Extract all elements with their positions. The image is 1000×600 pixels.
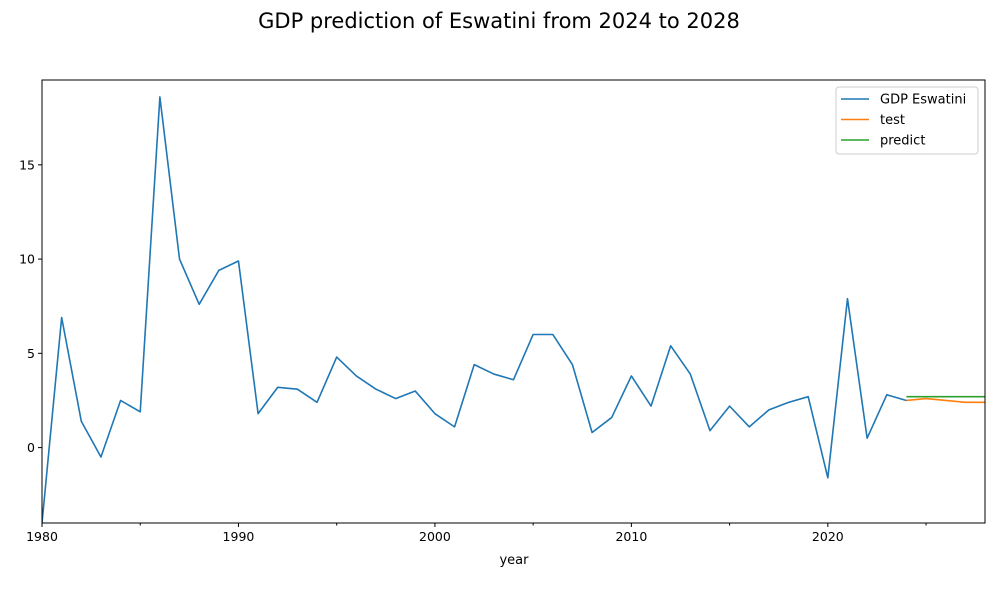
x-tick-label: 2000 (419, 529, 451, 544)
x-axis-label: year (499, 553, 529, 568)
axis-ticks: 0 5 10 15 1980 1990 2000 2010 2020 (19, 157, 927, 544)
x-tick-label: 1990 (223, 529, 255, 544)
legend-box (835, 86, 979, 155)
plot-area-frame (41, 79, 986, 524)
x-tick-label: 2020 (812, 529, 844, 544)
legend: GDP Eswatini test predict (835, 86, 979, 155)
y-tick-label: 0 (27, 440, 35, 455)
plot-lines (42, 96, 985, 523)
chart-title: GDP prediction of Eswatini from 2024 to … (258, 9, 740, 33)
y-tick-label: 5 (27, 346, 35, 361)
x-tick-label: 1980 (26, 529, 58, 544)
legend-label: test (880, 113, 905, 128)
legend-label: GDP Eswatini (880, 93, 966, 108)
series-line-gdp-eswatini (42, 96, 907, 523)
y-tick-label: 10 (19, 252, 35, 267)
y-tick-label: 15 (19, 157, 35, 172)
x-tick-label: 2010 (615, 529, 647, 544)
legend-label: predict (880, 134, 925, 149)
series-line-test (906, 397, 985, 404)
